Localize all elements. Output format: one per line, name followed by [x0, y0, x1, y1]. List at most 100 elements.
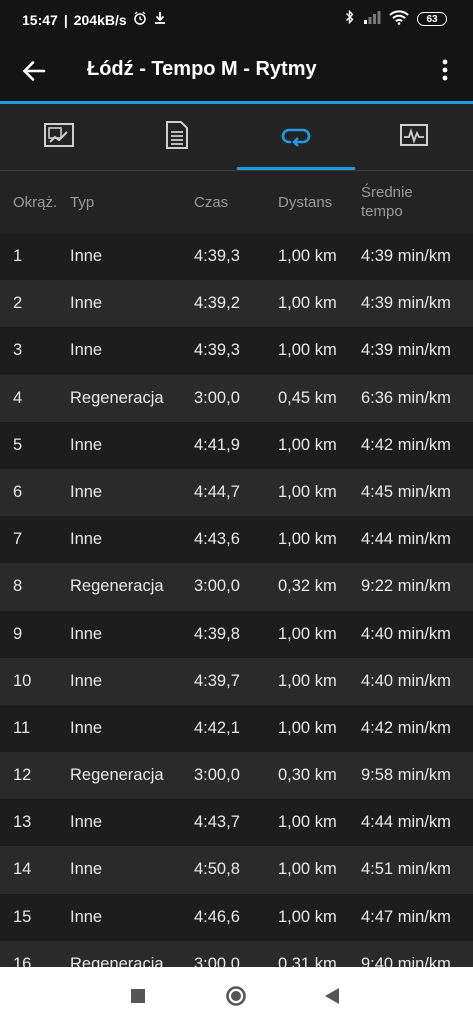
status-time: 15:47	[22, 11, 58, 28]
app-bar: Łódź - Tempo M - Rytmy	[0, 38, 473, 101]
pace-cell: 6:36 min/km	[361, 388, 451, 407]
activity-graph-icon	[399, 123, 429, 152]
time-cell: 4:39,8	[194, 624, 240, 643]
distance-cell: 1,00 km	[278, 530, 337, 549]
time-cell: 4:46,6	[194, 907, 240, 926]
lap-cell: 6	[13, 482, 23, 501]
distance-cell: 0,45 km	[278, 388, 337, 407]
tab-bar	[0, 104, 473, 170]
table-row[interactable]: 7 Inne 4:43,6 1,00 km 4:44 min/km	[0, 516, 473, 564]
time-cell: 4:50,8	[194, 860, 240, 879]
distance-cell: 1,00 km	[278, 482, 337, 501]
table-row[interactable]: 2 Inne 4:39,2 1,00 km 4:39 min/km	[0, 280, 473, 328]
lap-cell: 5	[13, 435, 23, 454]
lap-cell: 2	[13, 294, 23, 313]
table-row[interactable]: 10 Inne 4:39,7 1,00 km 4:40 min/km	[0, 657, 473, 705]
time-cell: 4:39,2	[194, 294, 240, 313]
more-options-icon[interactable]	[435, 58, 455, 82]
table-row[interactable]: 1 Inne 4:39,3 1,00 km 4:39 min/km	[0, 233, 473, 281]
tabs-divider	[0, 170, 473, 171]
table-row[interactable]: 3 Inne 4:39,3 1,00 km 4:39 min/km	[0, 327, 473, 375]
type-cell: Inne	[70, 530, 103, 549]
lap-cell: 3	[13, 341, 23, 360]
pace-cell: 4:45 min/km	[361, 482, 451, 501]
type-cell: Inne	[70, 624, 103, 643]
time-cell: 4:41,9	[194, 435, 240, 454]
laps-loop-icon	[281, 123, 311, 152]
lap-cell: 15	[13, 907, 32, 926]
type-cell: Inne	[70, 718, 103, 737]
type-cell: Inne	[70, 671, 103, 690]
table-row[interactable]: 5 Inne 4:41,9 1,00 km 4:42 min/km	[0, 421, 473, 469]
table-row[interactable]: 14 Inne 4:50,8 1,00 km 4:51 min/km	[0, 846, 473, 894]
lap-cell: 11	[13, 718, 31, 737]
pace-cell: 4:40 min/km	[361, 624, 451, 643]
time-cell: 3:00,0	[194, 766, 240, 785]
type-cell: Regeneracja	[70, 388, 164, 407]
bluetooth-icon	[345, 9, 355, 28]
distance-cell: 0,32 km	[278, 577, 337, 596]
tab-graphs[interactable]	[355, 104, 473, 170]
laps-table-body: 1 Inne 4:39,3 1,00 km 4:39 min/km 2 Inne 4:39,2…	[0, 233, 473, 988]
back-arrow-icon[interactable]	[20, 57, 48, 85]
table-row[interactable]: 11 Inne 4:42,1 1,00 km 4:42 min/km	[0, 704, 473, 753]
type-cell: Inne	[70, 907, 103, 926]
download-icon	[153, 11, 167, 28]
distance-cell: 1,00 km	[278, 813, 337, 832]
document-icon	[165, 120, 189, 155]
type-cell: Inne	[70, 813, 103, 832]
lap-cell: 8	[13, 577, 23, 596]
pace-cell: 4:39 min/km	[361, 247, 451, 265]
tab-laps[interactable]	[236, 104, 356, 170]
home-circle-icon[interactable]	[225, 985, 247, 1012]
distance-cell: 0,30 km	[278, 766, 337, 785]
time-cell: 4:39,3	[194, 247, 240, 265]
distance-cell: 1,00 km	[278, 907, 337, 926]
table-row[interactable]: 12 Regeneracja 3:00,0 0,30 km 9:58 min/km	[0, 752, 473, 800]
table-row[interactable]: 15 Inne 4:46,6 1,00 km 4:47 min/km	[0, 893, 473, 941]
header-distance: Dystans	[278, 194, 333, 211]
lap-cell: 9	[13, 624, 23, 643]
alarm-icon	[133, 11, 147, 28]
pace-cell: 4:42 min/km	[361, 435, 451, 454]
pace-cell: 4:51 min/km	[361, 860, 451, 879]
type-cell: Inne	[70, 482, 103, 501]
lap-cell: 12	[13, 766, 32, 785]
distance-cell: 1,00 km	[278, 294, 337, 313]
recents-square-icon[interactable]	[130, 988, 146, 1009]
distance-cell: 1,00 km	[278, 718, 337, 737]
distance-cell: 1,00 km	[278, 671, 337, 690]
back-triangle-icon[interactable]	[324, 987, 340, 1010]
battery-icon: 63	[417, 11, 447, 26]
time-cell: 3:00,0	[194, 577, 240, 596]
status-bar: 15:47 | 204kB/s 63	[0, 0, 473, 38]
time-cell: 4:43,6	[194, 530, 240, 549]
pace-cell: 9:22 min/km	[361, 577, 451, 596]
tab-overview[interactable]	[0, 104, 118, 170]
type-cell: Inne	[70, 860, 103, 879]
type-cell: Inne	[70, 247, 103, 265]
time-cell: 4:44,7	[194, 482, 240, 501]
lap-cell: 4	[13, 388, 23, 407]
table-row[interactable]: 13 Inne 4:43,7 1,00 km 4:44 min/km	[0, 799, 473, 847]
header-type: Typ	[70, 194, 95, 211]
type-cell: Regeneracja	[70, 577, 164, 596]
type-cell: Regeneracja	[70, 766, 164, 785]
time-cell: 4:39,7	[194, 671, 240, 690]
laps-table-header: Okrąż. Typ Czas Dystans Średnie tempo	[0, 171, 473, 233]
table-row[interactable]: 4 Regeneracja 3:00,0 0,45 km 6:36 min/km	[0, 374, 473, 422]
header-pace-line1: Średnie	[361, 184, 413, 201]
type-cell: Inne	[70, 294, 103, 313]
table-row[interactable]: 9 Inne 4:39,8 1,00 km 4:40 min/km	[0, 610, 473, 658]
type-cell: Inne	[70, 341, 103, 360]
time-cell: 4:39,3	[194, 341, 240, 360]
type-cell: Inne	[70, 435, 103, 454]
page-title: Łódź - Tempo M - Rytmy	[87, 58, 317, 80]
tab-details[interactable]	[118, 104, 236, 170]
time-cell: 3:00,0	[194, 388, 240, 407]
table-row[interactable]: 8 Regeneracja 3:00,0 0,32 km 9:22 min/km	[0, 563, 473, 611]
table-row[interactable]: 6 Inne 4:44,7 1,00 km 4:45 min/km	[0, 468, 473, 517]
distance-cell: 1,00 km	[278, 247, 337, 265]
time-cell: 4:42,1	[194, 718, 240, 737]
distance-cell: 1,00 km	[278, 860, 337, 879]
